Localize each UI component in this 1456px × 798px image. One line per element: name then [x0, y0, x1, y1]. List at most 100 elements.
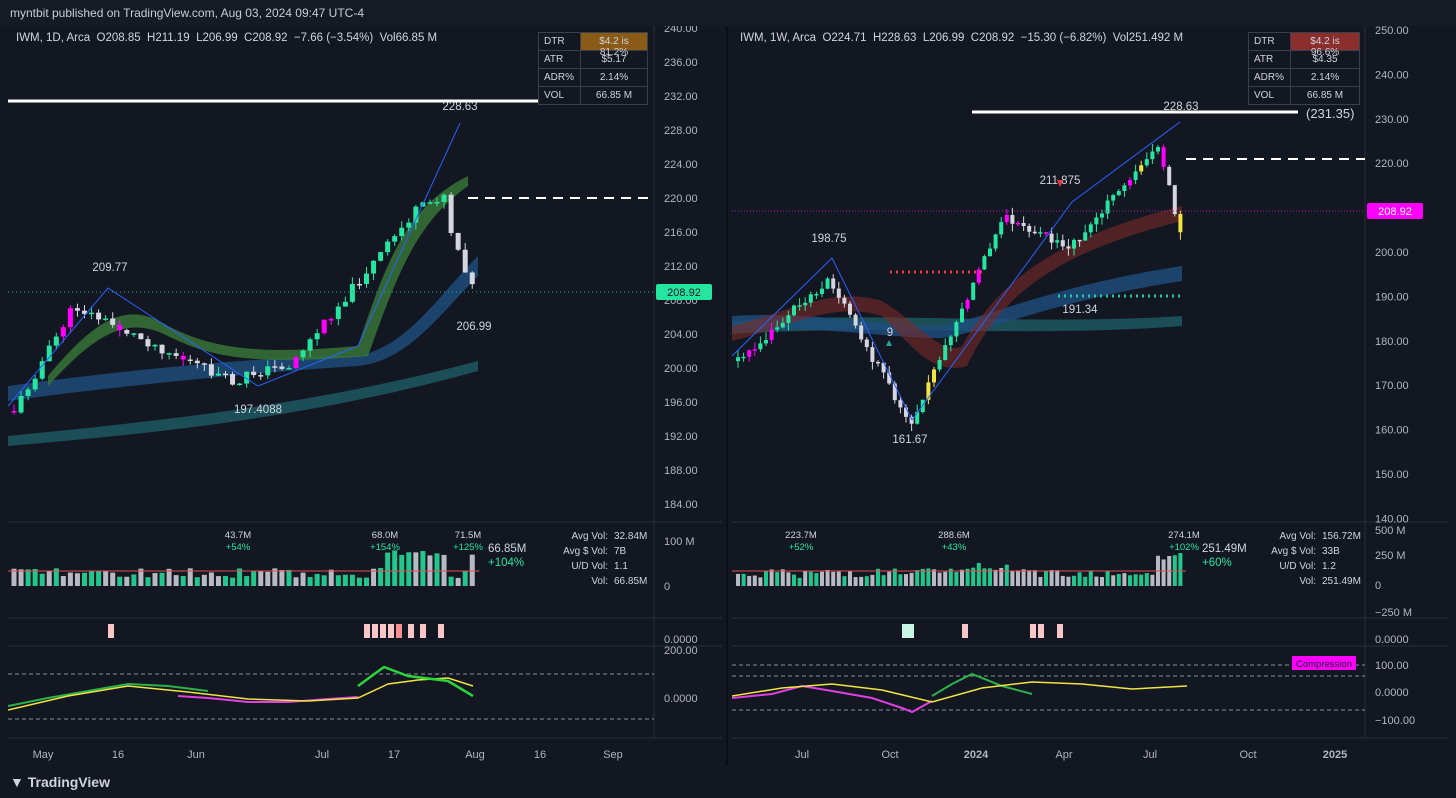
volume-bar: [932, 569, 936, 586]
last-price-tag-label: 208.92: [667, 287, 701, 299]
volume-peak-change: +43%: [942, 542, 967, 553]
table-key: VOL: [1249, 87, 1291, 104]
stat-row: Avg Vol: 156.72M: [1254, 529, 1360, 544]
candle-body: [937, 360, 942, 370]
volume-bar: [993, 569, 998, 586]
candle-body: [110, 318, 116, 325]
volume-current-change: +104%: [488, 557, 524, 569]
volume-bar: [948, 568, 953, 586]
candle-body: [469, 272, 475, 285]
table-row: DTR $4.2 is 96.6%: [1249, 33, 1359, 58]
volume-bar: [208, 572, 214, 586]
time-axis-label: May: [33, 749, 54, 761]
trend-line: [732, 257, 913, 421]
candle-body: [853, 314, 858, 326]
weekly-chart-panel[interactable]: 250.00240.00230.00220.00210.00200.00190.…: [732, 26, 1448, 766]
volume-bar: [455, 577, 461, 586]
candle-body: [1044, 232, 1048, 234]
volume-bar: [898, 574, 903, 586]
candle-body: [1032, 231, 1037, 234]
volume-bar: [110, 572, 116, 586]
candle-body: [103, 318, 109, 320]
candle-body: [1116, 191, 1121, 196]
volume-bar: [1021, 569, 1026, 586]
candle-body: [758, 343, 763, 350]
volume-bar: [1032, 570, 1037, 586]
volume-bar: [314, 573, 320, 586]
symbol-label[interactable]: IWM, 1W, Arca: [740, 32, 817, 44]
price-axis-label: 240.00: [1375, 69, 1409, 81]
candle-body: [904, 407, 908, 417]
stat-key: Avg $ Vol:: [1271, 546, 1316, 557]
price-axis-label: 188.00: [664, 465, 698, 477]
volume-bar: [434, 553, 440, 586]
time-axis-label: Oct: [881, 749, 898, 761]
volume-bar: [1139, 574, 1144, 586]
stat-value: 33B: [1322, 546, 1340, 557]
table-row: ATR $4.35: [1249, 51, 1359, 69]
candle-body: [1128, 180, 1132, 186]
volume-bar: [1178, 553, 1183, 586]
candle-body: [194, 360, 200, 364]
volume-bar: [194, 577, 200, 586]
volume-bar: [152, 573, 158, 586]
change-value: −7.66 (−3.54%): [293, 32, 374, 44]
volume-bar: [469, 554, 475, 586]
candle-body: [803, 302, 808, 306]
volume-bar: [74, 573, 80, 586]
price-axis-label: 224.00: [664, 159, 698, 171]
sell-signal-marker: [1057, 180, 1063, 187]
candle-body: [434, 201, 440, 204]
weekly-chart-canvas[interactable]: 250.00240.00230.00220.00210.00200.00190.…: [732, 26, 1448, 766]
candle-body: [364, 273, 369, 284]
volume-bar: [258, 570, 264, 586]
candle-body: [145, 339, 151, 347]
volume-bar: [1133, 574, 1138, 586]
volume-bar: [286, 569, 292, 586]
osc-axis-label: 0.0000: [1375, 687, 1409, 699]
volume-bar: [954, 571, 959, 586]
candle-body: [279, 366, 285, 369]
tradingview-logo[interactable]: ▼ TradingView: [10, 774, 110, 790]
candle-body: [1004, 214, 1009, 223]
volume-bar: [853, 577, 858, 586]
volume-bar: [825, 570, 830, 586]
volume-bar: [441, 554, 447, 586]
open-value: O208.85: [96, 32, 141, 44]
time-axis-label: Aug: [465, 749, 485, 761]
osc-line: [931, 672, 1033, 697]
volume-bar: [279, 570, 285, 586]
volume-bar: [1116, 573, 1121, 586]
candle-body: [808, 294, 813, 303]
signal-square: [388, 624, 394, 638]
volume-bar: [1010, 571, 1015, 586]
candle-body: [300, 350, 306, 358]
volume-bar: [124, 576, 130, 586]
price-axis-label: 230.00: [1375, 114, 1409, 126]
volume-bar: [230, 577, 236, 586]
volume-bar: [780, 569, 785, 586]
volume-bar: [736, 573, 740, 586]
volume-bar: [943, 571, 948, 586]
daily-chart-canvas[interactable]: 240.00 236.00 232.00 228.00 224.00 220.00 216.…: [8, 26, 722, 766]
low-label: 206.99: [456, 321, 491, 333]
table-row: ATR $5.17: [539, 51, 647, 69]
price-axis-label: 150.00: [1375, 469, 1409, 481]
candle-body: [1167, 166, 1172, 186]
table-key: DTR: [539, 33, 581, 50]
price-axis-label: 250.00: [1375, 26, 1409, 37]
volume-current: 66.85M: [488, 543, 526, 555]
candle-body: [887, 372, 892, 384]
stat-key: U/D Vol:: [1279, 561, 1316, 572]
candle-body: [1100, 213, 1104, 218]
candle-body: [881, 362, 886, 373]
symbol-label[interactable]: IWM, 1D, Arca: [16, 32, 91, 44]
candle-body: [842, 297, 847, 304]
time-axis-label: 16: [112, 749, 124, 761]
volume-bar: [831, 571, 836, 586]
table-row: ADR% 2.14%: [539, 69, 647, 87]
daily-chart-panel[interactable]: 240.00 236.00 232.00 228.00 224.00 220.00 216.…: [8, 26, 722, 766]
volume-peak-label: 43.7M: [225, 530, 251, 541]
volume-bar: [166, 568, 172, 586]
candle-body: [53, 336, 59, 346]
